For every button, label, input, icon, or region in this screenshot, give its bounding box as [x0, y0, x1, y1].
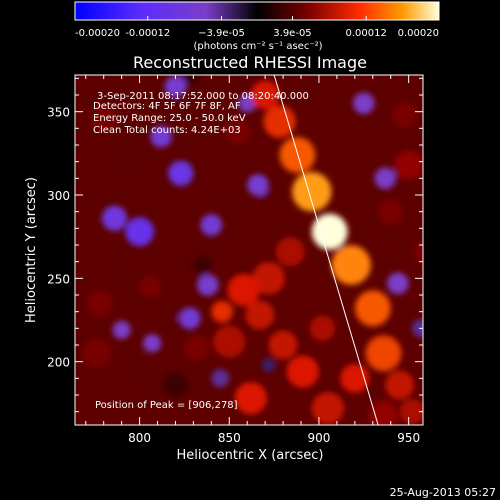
generated-timestamp: 25-Aug-2013 05:27 — [390, 486, 496, 499]
x-tick-label: 850 — [218, 431, 241, 445]
heatmap-blob — [164, 100, 187, 123]
heatmap-blob — [209, 175, 232, 198]
heatmap-blob — [245, 300, 275, 330]
x-tick-label: 800 — [128, 431, 151, 445]
heatmap-layer — [75, 75, 423, 425]
limb-line — [273, 74, 379, 426]
heatmap-blob — [374, 167, 397, 190]
colorbar-tick-label: −3.9e-05 — [198, 28, 245, 39]
y-tick-label: 250 — [47, 272, 70, 286]
heatmap-blobs — [82, 75, 423, 425]
heatmap-blob — [261, 357, 276, 373]
heatmap-blob — [162, 372, 189, 398]
x-axis-label: Heliocentric X (arcsec) — [177, 448, 324, 463]
heatmap-blob — [311, 392, 344, 425]
colorbar: (photons cm⁻² s⁻¹ asec⁻²) -0.00020 -0.000… — [74, 1, 440, 52]
heatmap-blob — [394, 150, 423, 180]
y-tick-label: 200 — [47, 356, 70, 370]
heatmap-blob — [114, 154, 136, 176]
y-tick-label: 300 — [47, 189, 70, 203]
heatmap-blob — [412, 319, 423, 338]
heatmap-blob — [275, 237, 305, 267]
time-range-annotation: 3-Sep-2011 08:17:52.000 to 08:20:40.000 — [97, 91, 309, 102]
heatmap-blob — [123, 352, 149, 378]
heatmap-blob — [87, 290, 113, 316]
heatmap-blob — [184, 335, 210, 361]
colorbar-tick-label: -0.00020 — [75, 28, 120, 39]
colorbar-unit-label: (photons cm⁻² s⁻¹ asec⁻²) — [193, 41, 322, 52]
heatmap-blob — [309, 315, 336, 341]
chart-title: Reconstructed RHESSI Image — [133, 53, 367, 72]
heatmap-blob — [392, 102, 418, 128]
heatmap-blob — [227, 273, 260, 307]
heatmap-blob — [340, 363, 370, 393]
heatmap-blob — [225, 119, 251, 145]
heatmap-blob — [385, 370, 415, 400]
heatmap-blob — [268, 330, 298, 360]
heatmap-blob — [150, 125, 172, 148]
heatmap-blob — [311, 213, 348, 250]
heatmap-blob — [365, 335, 402, 372]
y-axis-label: Heliocentric Y (arcsec) — [24, 177, 39, 323]
heatmap-blob — [91, 105, 117, 131]
heatmap-blob — [211, 300, 233, 323]
colorbar-gradient — [74, 1, 440, 21]
x-tick-label: 900 — [308, 431, 331, 445]
heatmap-blob — [353, 92, 375, 115]
x-tick-label: 950 — [397, 431, 420, 445]
heatmap-blob — [387, 272, 409, 295]
heatmap-blob — [252, 262, 285, 295]
heatmap-blob — [196, 274, 219, 296]
heatmap-blob — [193, 256, 212, 274]
axis-ticks: 800 850 900 950 200 250 300 350 — [47, 75, 423, 445]
heatmap-blob — [164, 75, 187, 98]
colorbar-tick-label: 0.00012 — [346, 28, 387, 39]
heatmap-blob — [257, 190, 280, 213]
heatmap-blob — [82, 338, 111, 368]
heatmap-blob — [399, 399, 423, 425]
heatmap-blob — [354, 290, 391, 327]
heatmap-blob — [211, 369, 230, 388]
heatmap-blob — [331, 245, 371, 285]
energy-range-annotation: Energy Range: 25.0 - 50.0 keV — [93, 113, 246, 124]
heatmap-blob — [159, 307, 178, 326]
colorbar-tick-label: 0.00020 — [398, 28, 439, 39]
heatmap-blob — [286, 355, 319, 388]
colorbar-tick-label: -0.00012 — [125, 28, 170, 39]
detectors-annotation: Detectors: 4F 5F 6F 7F 8F, AF — [93, 101, 241, 112]
heatmap-blob — [168, 160, 194, 186]
colorbar-tick-label: 3.9e-05 — [273, 28, 311, 39]
heatmap-blob — [247, 174, 269, 196]
heatmap-blob — [234, 382, 267, 415]
heatmap-blob — [112, 321, 131, 339]
heatmap-blob — [139, 275, 162, 298]
y-tick-label: 350 — [47, 106, 70, 120]
counts-annotation: Clean Total counts: 4.24E+03 — [93, 125, 241, 136]
heatmap-blob — [250, 80, 280, 110]
heatmap-blob — [101, 205, 128, 231]
heatmap-blob — [414, 239, 423, 264]
plot-frame — [74, 74, 424, 426]
heatmap-blob — [213, 325, 246, 358]
heatmap-blob — [378, 199, 404, 225]
heatmap-blob — [110, 264, 133, 286]
heatmap-blob — [143, 334, 162, 353]
heatmap-blob — [263, 105, 296, 138]
peak-annotation: Position of Peak = [906,278] — [95, 400, 238, 411]
heatmap-blob — [179, 307, 201, 330]
heatmap-blob — [125, 217, 154, 247]
heatmap-blob — [292, 172, 332, 212]
heatmap-blob — [200, 214, 223, 236]
